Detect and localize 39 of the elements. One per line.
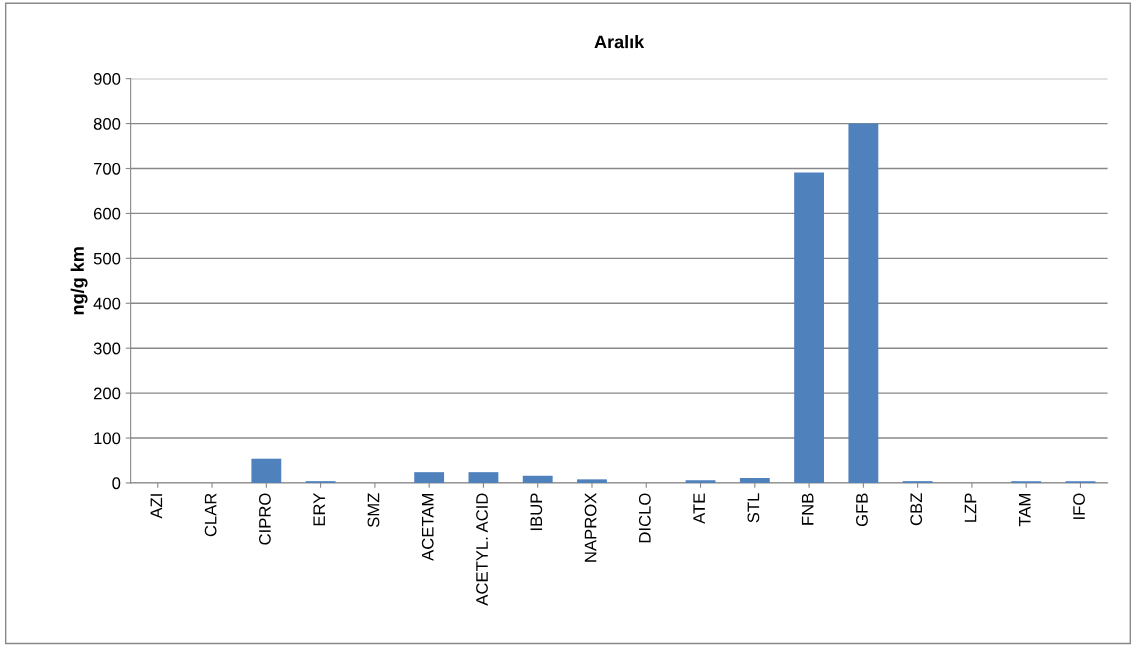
x-tick-label: LZP [964,493,977,522]
x-tick-label: CIPRO [259,493,271,545]
x-tick-label: ERY [313,493,325,526]
x-tick-label: DICLO [638,493,651,543]
y-tick-label: 700 [93,162,121,175]
x-tick-label: SMZ [367,493,380,528]
bar [848,123,879,483]
y-axis-title: ng/g km [70,247,88,315]
y-tick-label: 0 [112,477,121,490]
bar [468,472,499,483]
bar [522,475,553,483]
x-tick-label: IFO [1073,493,1085,519]
bar [794,172,825,483]
x-tick-label: FNB [801,493,814,525]
bar [577,479,607,483]
x-tick-label: AZI [150,494,163,519]
x-tick-label: CLAR [204,493,217,537]
x-tick-label: TAM [1019,494,1031,527]
y-tick-label: 600 [93,207,121,220]
x-tick-label: STL [747,493,760,523]
y-tick-label: 100 [94,432,121,445]
y-tick-label: 300 [93,342,121,355]
chart-title: Aralık [594,35,645,49]
y-tick-label: 800 [93,117,121,130]
x-tick-label: NAPROX [584,493,597,562]
y-tick-label: 500 [93,252,121,265]
bar [414,472,445,483]
x-tick-label: GFB [856,493,868,527]
y-tick-label: 900 [93,73,121,85]
bar [739,478,770,483]
x-tick-label: IBUP [530,493,543,531]
y-tick-label: 400 [93,297,121,310]
y-tick-label: 200 [93,387,121,400]
x-tick-label: ACETAM [421,494,434,561]
x-tick-label: ATE [693,493,705,524]
bar [685,480,716,483]
x-tick-label: CBZ [910,493,923,526]
bar [251,458,282,483]
x-tick-label: ACETYL. ACID [476,493,488,606]
